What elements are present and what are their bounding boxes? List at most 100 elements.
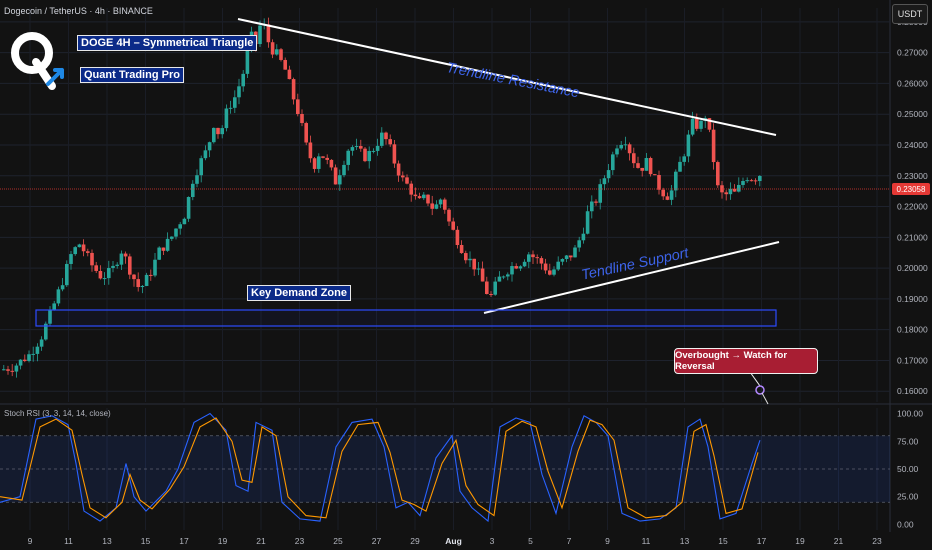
candle-body (564, 255, 569, 260)
time-tick-label: 19 (795, 536, 805, 546)
price-tick-label: 0.22000 (897, 202, 928, 212)
price-tick-label: 0.27000 (897, 48, 928, 58)
candle-body (338, 175, 342, 185)
candle-body (480, 268, 485, 282)
time-tick-label: 13 (102, 536, 112, 546)
candle-body (648, 158, 653, 175)
signal-marker (755, 385, 765, 395)
candle-body (115, 264, 119, 266)
stoch-tick-label: 75.00 (897, 436, 919, 446)
candle-body (245, 45, 250, 74)
candle-body (598, 184, 602, 203)
candle-body (413, 194, 418, 197)
candle-body (552, 269, 556, 275)
candle-body (228, 107, 233, 109)
candle-body (35, 346, 40, 354)
price-tick-label: 0.16000 (897, 386, 928, 396)
candle-body (191, 183, 195, 197)
time-tick-label: 23 (872, 536, 882, 546)
candle-body (493, 281, 497, 295)
candle-body (497, 276, 502, 282)
candle-body (203, 150, 208, 159)
candle-body (606, 170, 611, 179)
time-tick-label: 7 (567, 536, 572, 546)
candle-body (611, 154, 615, 171)
candle-body (627, 144, 632, 154)
candle-body (367, 150, 371, 162)
candle-body (132, 274, 136, 280)
overbought-callout: Overbought → Watch for Reversal (674, 348, 818, 374)
candle-body (48, 309, 52, 324)
time-tick-label: 23 (295, 536, 305, 546)
candle-body (77, 244, 82, 248)
candle-body (594, 201, 598, 203)
candle-body (220, 128, 224, 135)
stoch-tick-label: 0.00 (897, 519, 914, 529)
candle-body (560, 259, 565, 262)
candle-body (501, 276, 506, 278)
candle-body (405, 177, 409, 184)
candle-body (178, 224, 182, 229)
candle-body (686, 134, 691, 157)
candle-body (31, 353, 35, 355)
time-tick-label: 19 (218, 536, 228, 546)
support-trendline (483, 241, 780, 314)
candle-body (527, 254, 531, 262)
candle-body (380, 132, 384, 146)
symbol-header: Dogecoin / TetherUS · 4h · BINANCE (4, 6, 153, 16)
candle-body (44, 323, 48, 340)
price-tick-label: 0.20000 (897, 263, 928, 273)
candle-body (728, 188, 733, 195)
candle-body (333, 167, 338, 185)
candle-body (287, 69, 292, 80)
candle-body (321, 156, 325, 158)
candle-body (619, 145, 623, 149)
time-tick-label: 5 (528, 536, 533, 546)
resistance-trendline (237, 18, 777, 136)
candle-body (476, 268, 481, 270)
candle-body (140, 285, 145, 288)
candle-body (636, 163, 640, 168)
candle-body (396, 163, 401, 176)
title-label: DOGE 4H – Symmetrical Triangle (77, 35, 258, 51)
candle-body (237, 86, 241, 98)
candle-body (615, 148, 619, 155)
price-tick-label: 0.26000 (897, 78, 928, 88)
candle-body (241, 73, 245, 87)
candle-body (392, 144, 397, 164)
stoch-tick-label: 100.00 (897, 409, 923, 419)
price-tick-label: 0.23000 (897, 171, 928, 181)
time-tick-label: 11 (642, 536, 651, 546)
candle-body (384, 132, 388, 140)
candle-body (18, 359, 23, 366)
callout-pointer (749, 371, 761, 387)
candle-body (216, 127, 220, 135)
candle-body (317, 156, 321, 169)
candle-body (569, 255, 573, 258)
candle-body (732, 188, 737, 192)
candle-body (716, 162, 720, 186)
candle-body (741, 181, 745, 185)
price-tick-label: 0.25000 (897, 109, 928, 119)
candle-body (674, 171, 678, 191)
candle-body (455, 229, 460, 246)
time-tick-label: 27 (372, 536, 382, 546)
candle-body (518, 266, 523, 269)
candle-body (489, 294, 493, 296)
candle-body (325, 157, 329, 160)
candle-body (23, 359, 27, 361)
candle-body (417, 196, 422, 199)
candle-body (665, 196, 670, 200)
candle-body (707, 118, 712, 130)
candle-body (157, 247, 161, 260)
candle-body (711, 129, 716, 163)
candle-body (60, 285, 65, 290)
currency-button[interactable]: USDT (892, 4, 928, 24)
candle-body (69, 254, 73, 264)
time-tick-label: 13 (680, 536, 690, 546)
stoch-tick-label: 25.00 (897, 492, 919, 502)
candle-body (199, 158, 203, 176)
candle-body (195, 175, 199, 184)
